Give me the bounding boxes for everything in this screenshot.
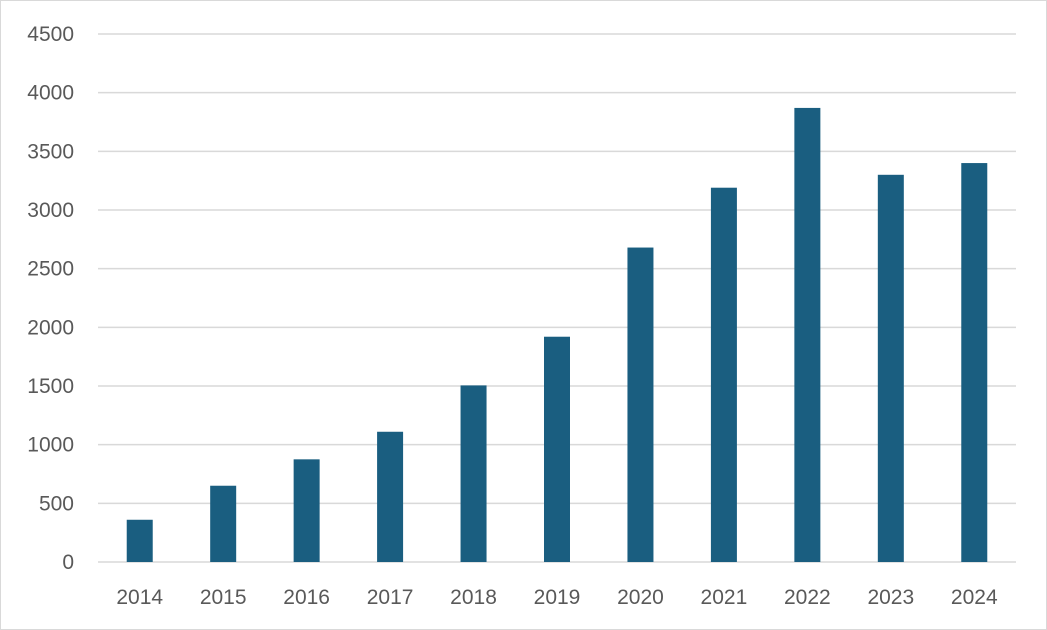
bar-2015 (210, 485, 237, 562)
bar-2018 (460, 385, 487, 562)
y-tick-label: 4500 (27, 23, 74, 46)
x-tick-label: 2020 (617, 586, 664, 609)
x-tick-label: 2015 (200, 586, 247, 609)
y-tick-label: 0 (62, 551, 74, 574)
y-tick-label: 2000 (27, 316, 74, 339)
bar-2014 (126, 519, 153, 562)
x-tick-label: 2016 (283, 586, 330, 609)
bars (126, 107, 988, 563)
x-tick-label: 2019 (534, 586, 581, 609)
bar-2023 (877, 174, 904, 563)
x-tick-label: 2022 (784, 586, 831, 609)
bar-2022 (794, 107, 821, 563)
bar-2016 (293, 459, 320, 562)
x-tick-label: 2021 (701, 586, 748, 609)
x-axis-tick-labels: 2014 2015 2016 2017 2018 2019 2020 2021 2022 2023… (116, 586, 998, 609)
x-tick-label: 2018 (450, 586, 497, 609)
y-tick-label: 2500 (27, 258, 74, 281)
bar-2024 (961, 163, 988, 563)
x-tick-label: 2014 (116, 586, 163, 609)
y-axis-tick-labels: 0 500 1000 1500 2000 2500 3000 3500 4000 4500 (27, 23, 74, 574)
bar-2017 (377, 431, 404, 562)
y-tick-label: 500 (39, 492, 74, 515)
y-tick-label: 1500 (27, 375, 74, 398)
x-tick-label: 2024 (951, 586, 998, 609)
x-tick-label: 2023 (867, 586, 914, 609)
gridlines (98, 33, 1016, 563)
bar-2019 (544, 336, 570, 562)
y-tick-label: 4000 (27, 82, 74, 105)
bar-2021 (710, 187, 737, 562)
y-tick-label: 1000 (27, 434, 74, 457)
bar-2020 (627, 247, 654, 562)
y-tick-label: 3000 (27, 199, 74, 222)
y-tick-label: 3500 (27, 140, 74, 163)
x-tick-label: 2017 (367, 586, 414, 609)
